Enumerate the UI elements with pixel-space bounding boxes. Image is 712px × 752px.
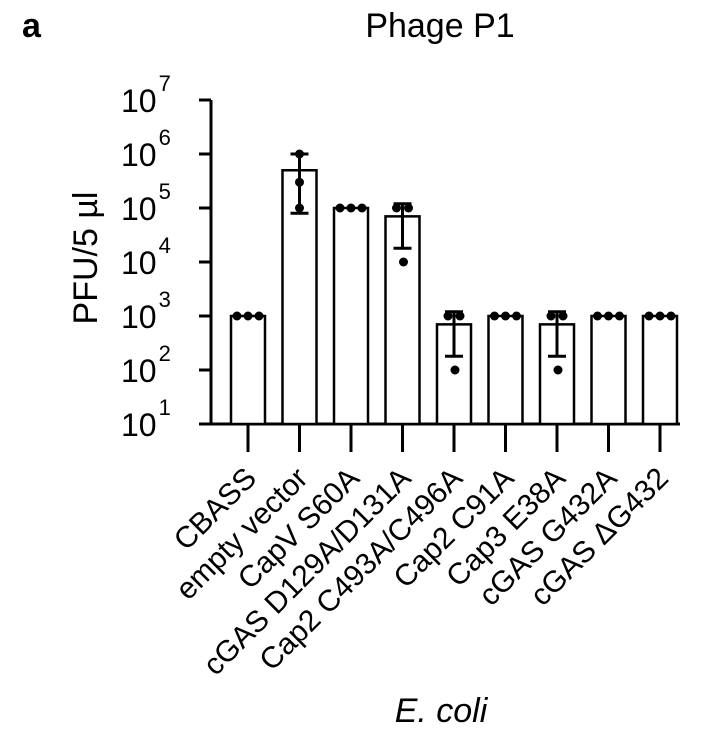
data-point (357, 203, 367, 213)
bar (590, 314, 627, 426)
y-axis-label: PFU/5 µl (67, 192, 105, 325)
data-point (392, 203, 401, 213)
bar (229, 314, 267, 426)
y-tick-label: 101 (121, 395, 171, 443)
data-point (490, 311, 499, 321)
y-tick-label: 105 (121, 179, 171, 227)
data-point (455, 311, 465, 321)
data-point (346, 203, 356, 213)
data-point (593, 311, 602, 321)
bar (487, 314, 524, 426)
data-point (512, 311, 521, 321)
data-point (404, 203, 413, 213)
data-point (501, 311, 510, 321)
data-point (295, 177, 304, 187)
data-point (443, 311, 453, 321)
data-point (558, 311, 568, 321)
data-point (295, 149, 304, 159)
bar (641, 314, 679, 426)
data-point (655, 311, 665, 321)
y-tick-exponent: 6 (159, 125, 171, 150)
y-tick-exponent: 5 (159, 179, 171, 204)
data-point (254, 311, 264, 321)
data-point (295, 203, 304, 213)
data-point (243, 311, 253, 321)
y-tick-exponent: 2 (159, 341, 171, 366)
x-axis-label: E. coli (395, 692, 489, 730)
y-tick-label: 106 (121, 125, 171, 173)
data-point (604, 311, 613, 321)
y-tick-label: 104 (121, 233, 171, 281)
y-tick-label: 107 (121, 71, 171, 119)
y-tick-exponent: 1 (159, 395, 171, 420)
y-tick-label: 103 (121, 287, 171, 335)
data-point (335, 203, 345, 213)
x-ticks (246, 424, 662, 452)
data-point (399, 257, 408, 267)
data-point (644, 311, 654, 321)
bar (332, 206, 370, 426)
data-point (450, 365, 460, 375)
y-tick-exponent: 4 (159, 233, 171, 258)
y-tick-exponent: 7 (159, 71, 171, 96)
data-point (553, 365, 563, 375)
data-point (666, 311, 676, 321)
y-ticks: 101 102 103 104 105 106 107 (121, 71, 211, 443)
data-point (546, 311, 556, 321)
data-point (615, 311, 624, 321)
y-tick-exponent: 3 (159, 287, 171, 312)
panel-letter: a (22, 7, 42, 45)
bars (229, 149, 679, 426)
y-tick-label: 102 (121, 341, 171, 389)
data-point (232, 311, 242, 321)
chart-title: Phage P1 (365, 7, 514, 45)
